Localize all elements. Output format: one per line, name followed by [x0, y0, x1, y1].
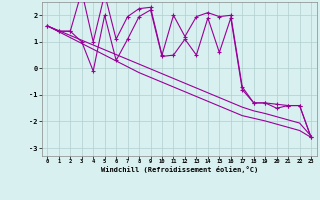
- X-axis label: Windchill (Refroidissement éolien,°C): Windchill (Refroidissement éolien,°C): [100, 166, 258, 173]
